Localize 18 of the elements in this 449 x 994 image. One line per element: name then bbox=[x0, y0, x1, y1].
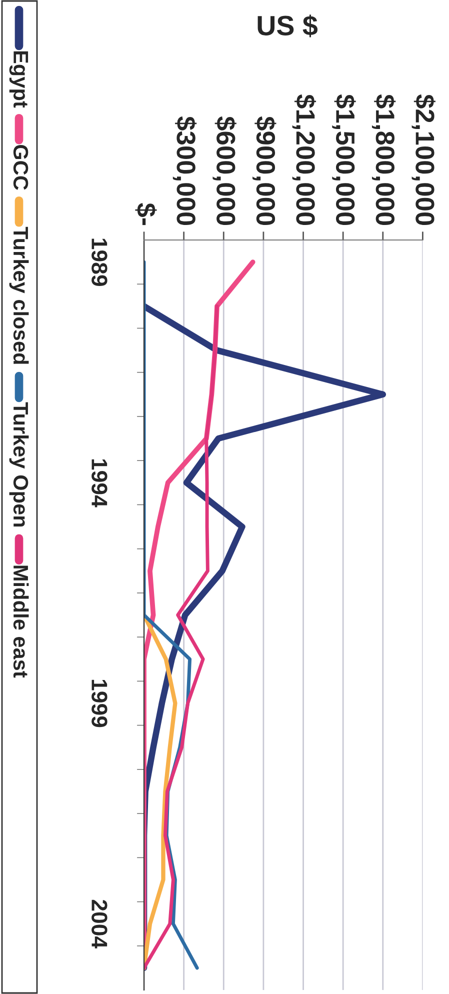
x-tick-label: $600,000 bbox=[212, 116, 236, 226]
x-tick-label: $900,000 bbox=[252, 116, 276, 226]
legend-label: GCC bbox=[13, 144, 28, 190]
y-tick-label: 1989 bbox=[92, 238, 108, 286]
legend-label: Middle east bbox=[13, 566, 29, 678]
y-tick-label: 1994 bbox=[92, 459, 108, 508]
legend-label: Egypt bbox=[9, 51, 28, 108]
x-tick-label: $2,100,000 bbox=[412, 94, 436, 226]
legend-label: Turkey Open bbox=[9, 402, 29, 527]
x-tick-label: $1,200,000 bbox=[292, 94, 316, 226]
y-tick-label: 1999 bbox=[92, 680, 108, 728]
x-axis-title: US $ bbox=[258, 14, 318, 38]
legend-label: Turkey closed bbox=[9, 226, 29, 364]
x-tick-label: $- bbox=[135, 202, 157, 226]
x-tick-label: $1,800,000 bbox=[372, 94, 396, 226]
x-tick-label: $1,500,000 bbox=[332, 94, 356, 226]
y-tick-label: 2004 bbox=[92, 900, 108, 948]
x-tick-label: $300,000 bbox=[172, 116, 197, 226]
